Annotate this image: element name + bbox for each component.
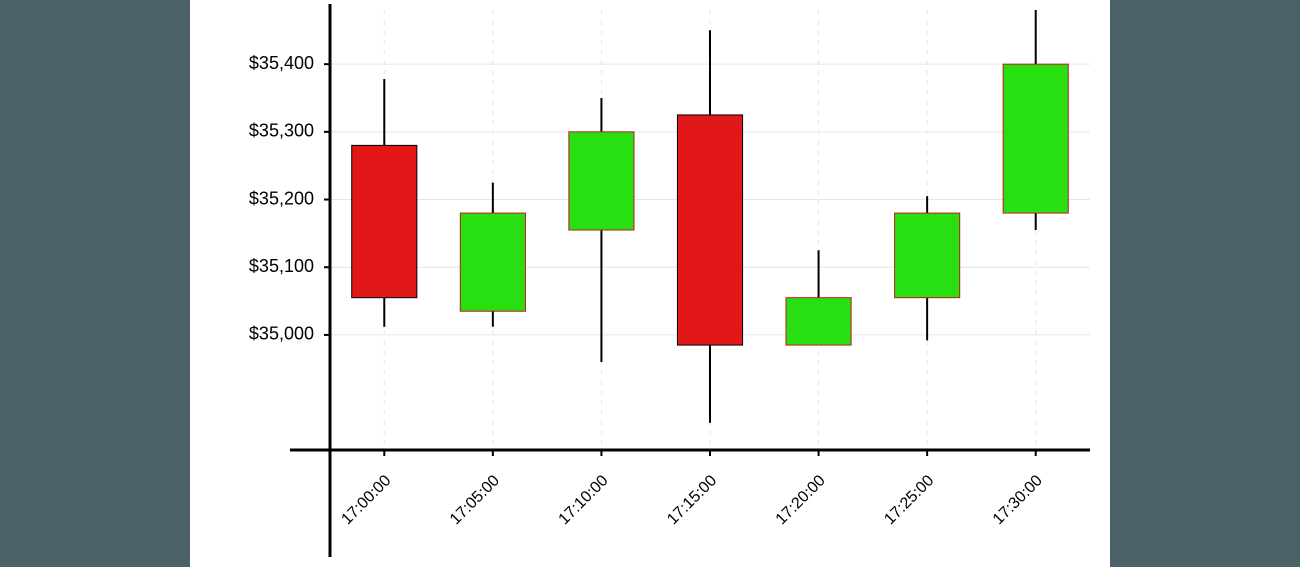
candle bbox=[352, 145, 417, 297]
candle bbox=[460, 213, 525, 311]
candle bbox=[569, 132, 634, 230]
candlestick-chart: $35,000 $35,100 $35,200 $35,300 $35,400 17:00… bbox=[190, 0, 1110, 567]
x-tick-label: 17:05:00 bbox=[447, 472, 503, 528]
candle bbox=[1003, 64, 1068, 213]
candle bbox=[786, 298, 851, 345]
x-tick-label: 17:00:00 bbox=[338, 472, 394, 528]
x-tick-label: 17:25:00 bbox=[881, 472, 937, 528]
y-tick-label: $35,000 bbox=[249, 324, 314, 344]
y-tick-label: $35,300 bbox=[249, 121, 314, 141]
y-tick-label: $35,200 bbox=[249, 188, 314, 208]
x-tick-label: 17:15:00 bbox=[664, 472, 720, 528]
x-tick-label: 17:20:00 bbox=[773, 472, 829, 528]
x-tick-label: 17:10:00 bbox=[556, 472, 612, 528]
y-tick-label: $35,400 bbox=[249, 53, 314, 73]
chart-panel: $35,000 $35,100 $35,200 $35,300 $35,400 17:00… bbox=[190, 0, 1110, 567]
candle bbox=[895, 213, 960, 298]
x-tick-label: 17:30:00 bbox=[990, 472, 1046, 528]
y-tick-label: $35,100 bbox=[249, 256, 314, 276]
candle bbox=[677, 115, 742, 345]
chart-svg: $35,000 $35,100 $35,200 $35,300 $35,400 17:00… bbox=[190, 0, 1110, 567]
